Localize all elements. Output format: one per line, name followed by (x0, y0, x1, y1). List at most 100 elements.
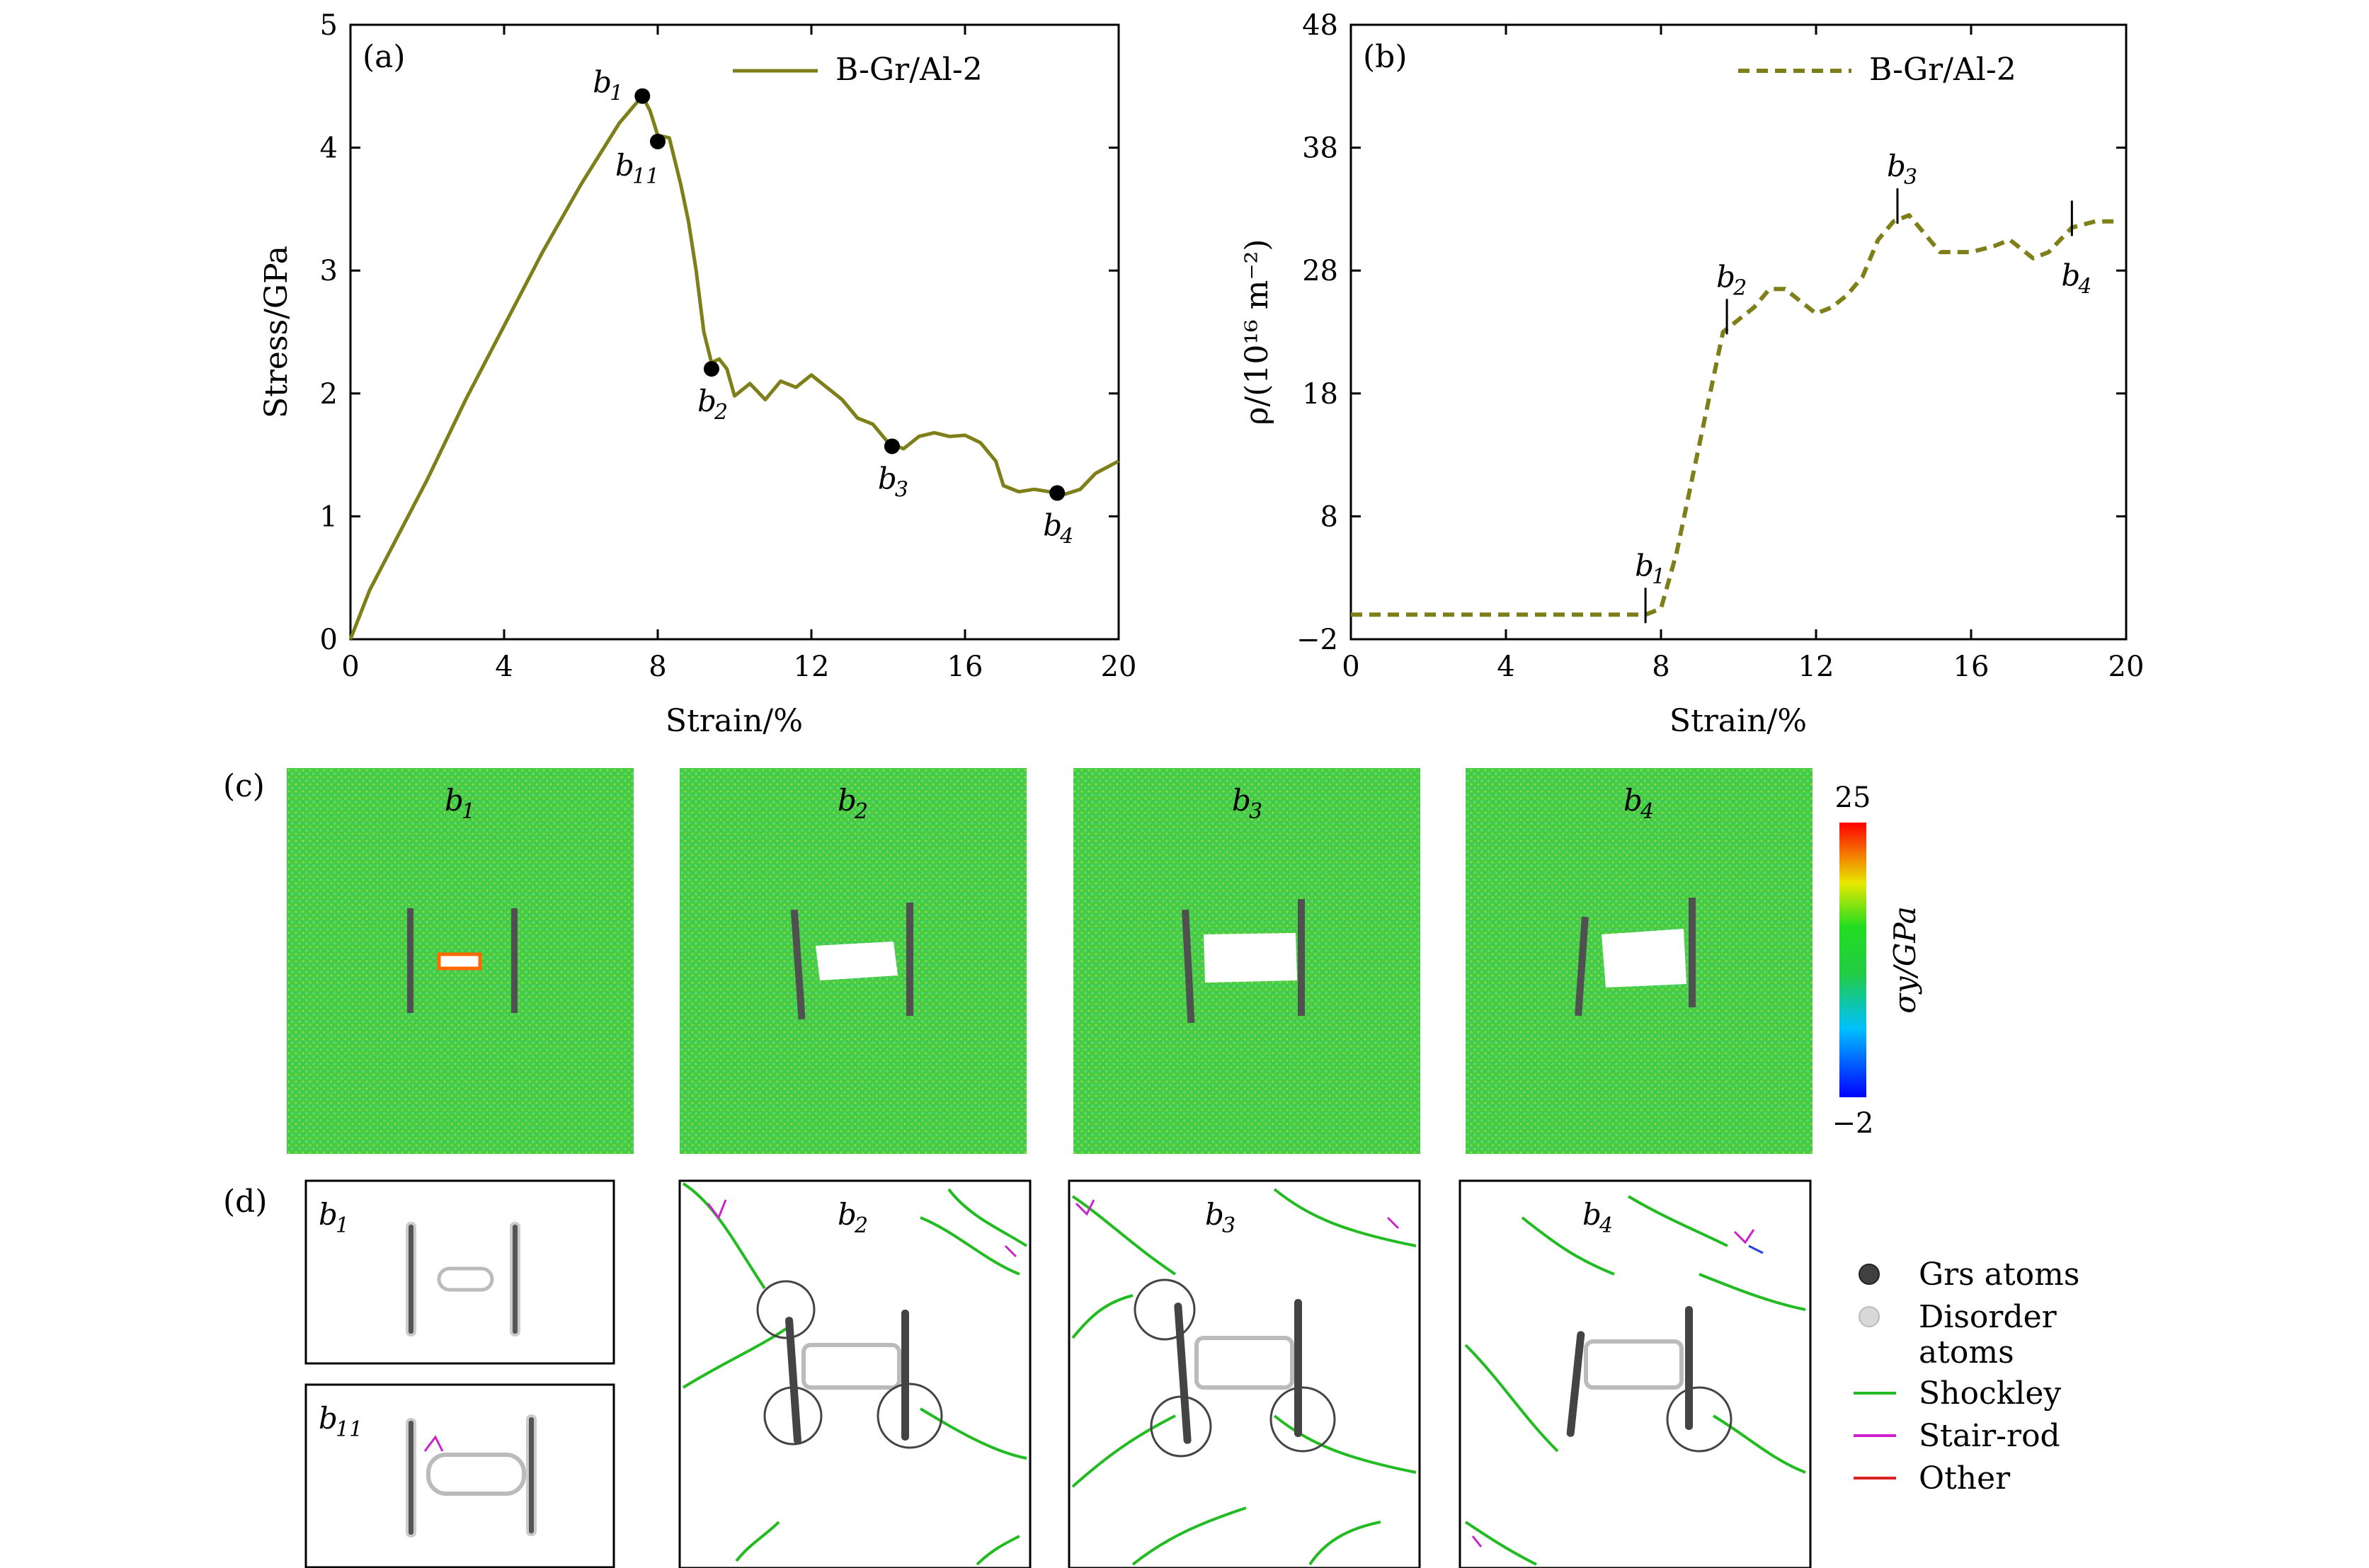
disorder-loop-b4 (1584, 1339, 1684, 1390)
annotation-sub: 2 (1732, 275, 1747, 300)
colorbar-label: σy/GPa (1888, 906, 1922, 1014)
dislocation-map-b11-frame (304, 1383, 615, 1568)
x-tick-label: 16 (947, 651, 983, 683)
void-b4 (1602, 929, 1686, 988)
y-tick-label: 18 (1302, 378, 1338, 411)
annotation-sub: 1 (1652, 564, 1665, 589)
stress-map-b2-label: b (838, 783, 857, 818)
graphene-left-b3 (1182, 909, 1195, 1024)
annotation-sub: 3 (1904, 165, 1917, 190)
graphene-right-b3 (1298, 899, 1305, 1016)
highlight-circle-b3-2 (1150, 1395, 1212, 1458)
x-tick-label: 12 (1798, 651, 1834, 683)
x-tick-label: 20 (1101, 651, 1137, 683)
annotation-label: b (1716, 259, 1735, 294)
grs-left-b1 (406, 1222, 416, 1337)
grs-right-b11 (526, 1414, 537, 1536)
stress-map-b3: b 3 (1073, 768, 1420, 1154)
colorbar-max: 25 (1835, 782, 1871, 814)
dislocation-map-b11: b 11 (304, 1383, 615, 1568)
graphene-left-b1 (407, 908, 413, 1013)
annotation-label: b (1043, 508, 1062, 542)
x-tick-label: 0 (1342, 651, 1359, 683)
chart-a-frame (349, 23, 1120, 641)
dislocation-map-b2-label: b (838, 1197, 857, 1232)
dislocation-map-b11-sub: 11 (336, 1417, 363, 1442)
panel-label-d: (d) (223, 1184, 268, 1220)
grs-left-b2 (785, 1317, 801, 1444)
stress-map-b3-sub: 3 (1249, 799, 1262, 824)
legend-stair-rod-label: Stair-rod (1919, 1418, 2060, 1454)
colorbar: 25 −2 σy/GPa (1832, 782, 1922, 1140)
annotation-point (650, 133, 666, 149)
series-line (1351, 213, 2119, 617)
annotation-label: b (593, 65, 612, 100)
colorbar-gradient (1839, 823, 1866, 1097)
stress-map-b2-sub: 2 (854, 799, 868, 824)
dislocation-map-b2-sub: 2 (854, 1213, 868, 1238)
grs-left-b11 (406, 1418, 416, 1538)
x-tick-label: 12 (794, 651, 830, 683)
other-lines-b4 (1748, 1244, 1764, 1254)
x-axis-label-b: Strain/% (1669, 703, 1807, 739)
graphene-right-b4 (1689, 898, 1696, 1007)
legend-other-label: Other (1919, 1460, 2011, 1497)
y-tick-label: 38 (1302, 132, 1338, 165)
dislocation-map-b1: b 1 (304, 1179, 615, 1365)
stress-map-b3-label: b (1232, 783, 1251, 818)
stress-map-b4: b 4 (1466, 768, 1813, 1154)
annotation-sub: 11 (632, 164, 659, 189)
y-axis-label-b: ρ/(10¹⁶ m⁻²) (1239, 239, 1275, 425)
chart-a-series (348, 94, 1120, 640)
dislocation-map-b4-label: b (1582, 1197, 1602, 1232)
annotation-label: b (615, 148, 634, 183)
highlight-circle-b2-3 (877, 1383, 943, 1449)
stress-map-b4-label: b (1623, 783, 1643, 818)
graphene-right-b1 (511, 908, 518, 1013)
highlight-circle-b2-2 (763, 1386, 823, 1446)
annotation-label: b (2061, 258, 2080, 292)
legend-grs-marker (1859, 1264, 1880, 1285)
void-b1 (437, 952, 482, 971)
stair-rod-lines-b3 (1075, 1199, 1400, 1230)
x-tick-label: 4 (1497, 651, 1514, 683)
annotation-sub: 2 (714, 400, 728, 425)
chart-b-frame (1349, 23, 2128, 641)
x-tick-label: 8 (1652, 651, 1669, 683)
dislocation-map-b3: b 3 (1068, 1179, 1421, 1568)
void-b2 (816, 942, 898, 980)
shockley-lines-b4 (1464, 1195, 1806, 1566)
grs-right-b3 (1294, 1299, 1302, 1437)
panel-label-a: (a) (363, 39, 406, 75)
highlight-circle-b3-1 (1134, 1278, 1196, 1341)
dislocation-map-b3-label: b (1205, 1197, 1224, 1232)
legend-disorder-marker (1859, 1306, 1880, 1327)
stress-maps: (c) b 1 b 2 b 3 (223, 768, 1922, 1154)
x-tick-label: 8 (649, 651, 666, 683)
void-b3 (1204, 933, 1297, 983)
y-tick-label: 5 (320, 9, 338, 42)
dislocation-map-b4-frame (1458, 1179, 1812, 1568)
stress-map-b4-sub: 4 (1640, 799, 1654, 824)
shockley-lines-b3 (1071, 1188, 1417, 1566)
annotation-label: b (697, 384, 717, 418)
dislocation-map-b4: b 4 (1458, 1179, 1812, 1568)
y-axis-label-a: Stress/GPa (258, 246, 295, 418)
grs-right-b1 (510, 1222, 520, 1337)
stress-map-b1: b 1 (287, 768, 634, 1154)
y-tick-label: 8 (1320, 500, 1338, 533)
stair-rod-lines-b4 (1471, 1229, 1755, 1547)
dislocation-map-b2-frame (678, 1179, 1032, 1568)
dislocation-map-b3-frame (1068, 1179, 1421, 1568)
y-tick-label: −2 (1296, 624, 1338, 656)
disorder-loop-b1 (437, 1266, 494, 1292)
annotation-point (634, 88, 651, 104)
dislocation-map-b4-sub: 4 (1599, 1213, 1613, 1238)
dislocation-map-b1-sub: 1 (336, 1213, 349, 1238)
annotation-label: b (1887, 149, 1906, 183)
